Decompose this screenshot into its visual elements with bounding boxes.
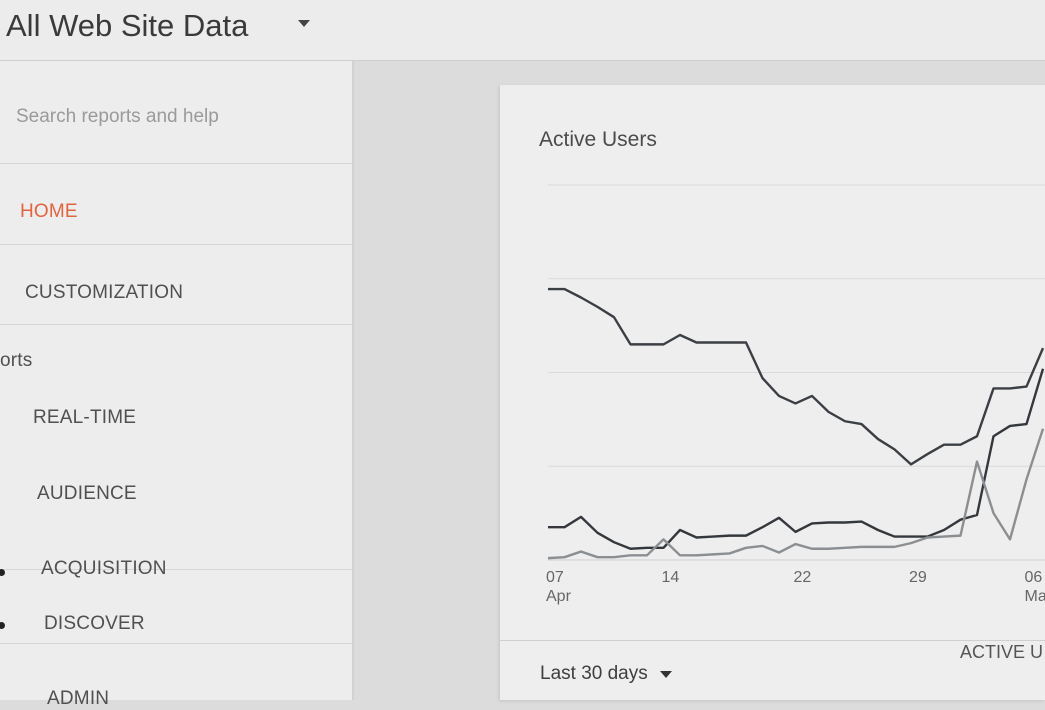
date-range-selector[interactable]: Last 30 days: [540, 663, 648, 685]
data-line: [548, 289, 1043, 464]
data-line: [548, 369, 1043, 549]
x-tick-label: 29: [909, 568, 927, 587]
x-tick-label: 22: [794, 568, 812, 587]
dropdown-caret[interactable]: [660, 671, 672, 678]
x-tick-label: 06 May: [1025, 568, 1045, 606]
x-tick-label: 14: [662, 568, 680, 587]
metric-link[interactable]: ACTIVE U: [960, 642, 1043, 663]
x-tick-label: 07 Apr: [546, 568, 571, 606]
separator: [500, 640, 1045, 641]
data-line: [548, 429, 1043, 558]
